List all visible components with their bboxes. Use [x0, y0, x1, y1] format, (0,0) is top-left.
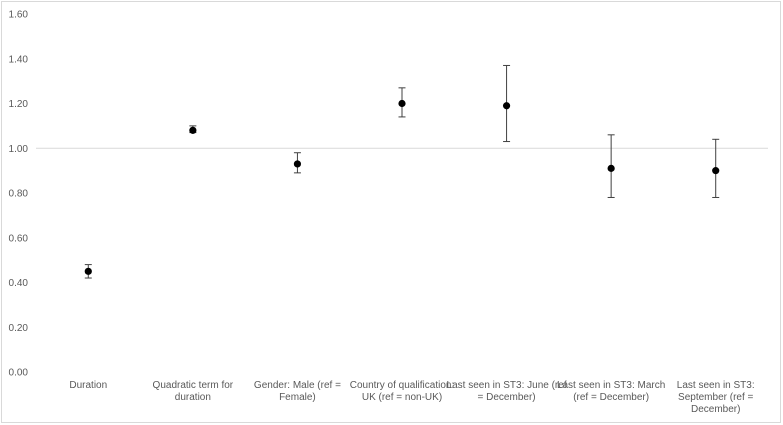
category-label: Last seen in ST3: June (ref = December): [447, 380, 567, 403]
y-tick-label: 1.20: [9, 99, 29, 110]
y-tick-label: 0.20: [9, 323, 29, 334]
y-tick-label: 0.40: [9, 278, 29, 289]
category-label: Last seen in ST3: March (ref = December): [557, 380, 665, 403]
category-label: Country of qualification: UK (ref = non-U…: [350, 380, 455, 403]
y-tick-label: 0.80: [9, 189, 29, 200]
data-point-marker: [712, 167, 720, 175]
category-labels: Duration Quadratic term for duration Gender…: [69, 380, 754, 415]
data-point-marker: [293, 160, 302, 168]
y-tick-label: 0.60: [9, 233, 29, 244]
data-point-marker: [502, 102, 511, 110]
point-markers: [84, 99, 720, 275]
category-label: Duration: [69, 380, 107, 391]
data-point-marker: [607, 164, 615, 172]
y-tick-label: 1.00: [9, 144, 29, 155]
data-point-marker: [84, 267, 92, 275]
category-label: Quadratic term for duration: [153, 380, 234, 403]
error-bars: [84, 64, 720, 279]
data-point-marker: [189, 126, 197, 134]
category-label: Last seen in ST3: September (ref = Decembe…: [677, 380, 755, 415]
y-axis-tick-labels: 0.00 0.20 0.40 0.60 0.80 1.00 1.20 1.40 1.60: [9, 10, 29, 379]
data-point-marker: [398, 99, 406, 108]
y-tick-label: 0.00: [9, 368, 29, 379]
y-tick-label: 1.60: [9, 10, 29, 21]
y-tick-label: 1.40: [9, 54, 29, 65]
category-label: Gender: Male (ref = Female): [254, 380, 341, 403]
